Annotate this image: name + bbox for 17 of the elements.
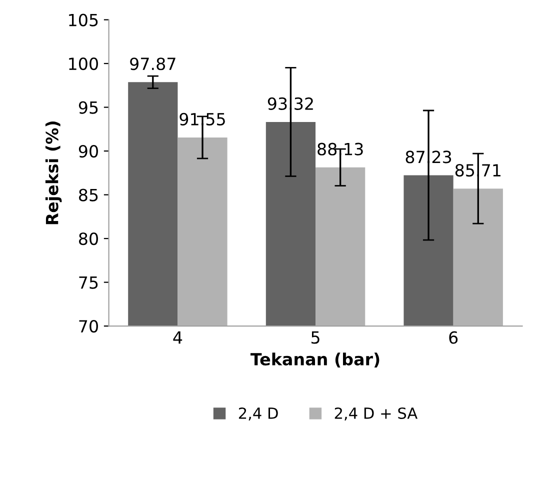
y-axis-title: Rejeksi (%) bbox=[45, 122, 62, 224]
data-label: 97.87 bbox=[130, 58, 176, 70]
y-tick-label: 85 bbox=[79, 188, 98, 202]
legend-label: 2,4 D bbox=[238, 407, 278, 421]
y-tick-label: 100 bbox=[69, 57, 98, 70]
x-tick-label: 5 bbox=[312, 331, 320, 344]
legend-label: 2,4 D + SA bbox=[334, 407, 418, 421]
x-tick-label: 4 bbox=[173, 331, 182, 344]
y-tick-label: 95 bbox=[78, 101, 98, 114]
y-tick-label: 90 bbox=[78, 144, 98, 158]
x-tick-label: 6 bbox=[449, 331, 458, 344]
y-tick-label: 70 bbox=[79, 320, 98, 333]
x-axis-title: Tekanan (bar) bbox=[250, 352, 380, 368]
y-tick-label: 105 bbox=[69, 14, 98, 26]
y-tick-label: 80 bbox=[79, 232, 98, 246]
data-label: 88.13 bbox=[318, 142, 363, 156]
y-tick-label: 75 bbox=[79, 276, 98, 289]
